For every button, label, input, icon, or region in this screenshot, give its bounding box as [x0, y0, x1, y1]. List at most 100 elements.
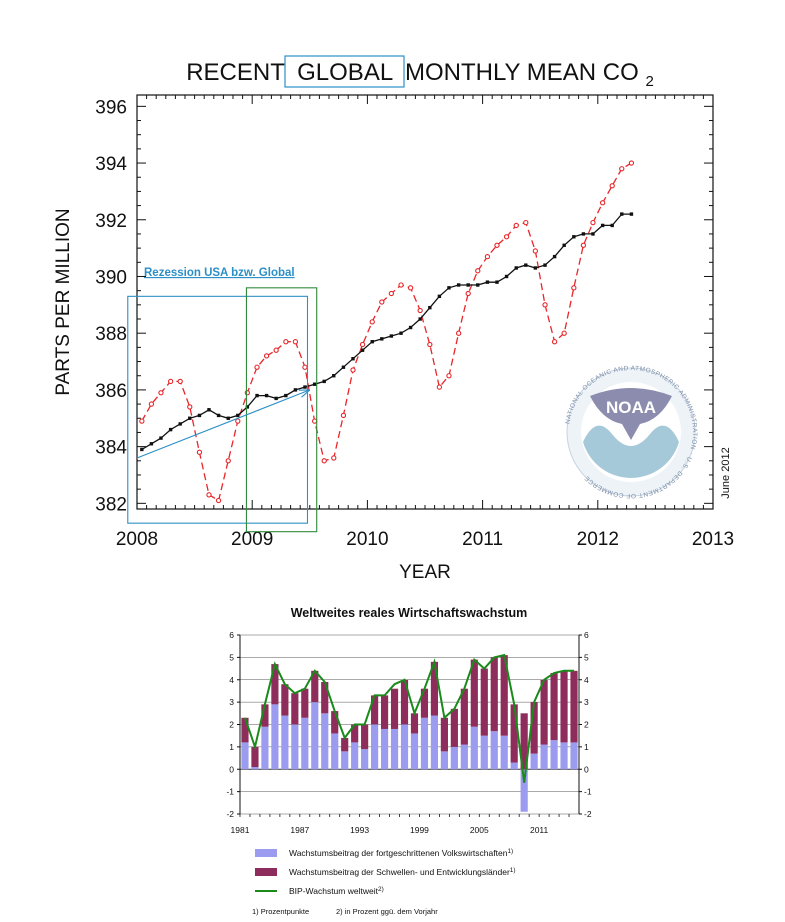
- gdp-bar-advanced: [530, 753, 538, 770]
- gdp-bar-advanced: [241, 742, 249, 770]
- gdp-bars: [241, 655, 578, 812]
- co2-x-tick-label: 2013: [692, 529, 734, 550]
- gdp-bar-emerging: [410, 713, 419, 734]
- gdp-bar-advanced: [460, 744, 468, 770]
- co2-trend-point: [437, 294, 442, 299]
- co2-monthly-point: [225, 458, 231, 464]
- legend-swatch-advanced: [255, 849, 277, 857]
- co2-y-tick-labels: 382 384 386 388 390 392 394 396: [95, 97, 127, 515]
- legend-sup-advanced: 1): [507, 848, 513, 855]
- gdp-bar-emerging: [341, 737, 349, 752]
- co2-monthly-point: [196, 449, 203, 455]
- gdp-bar-advanced: [560, 742, 568, 770]
- gdp-bar-emerging: [361, 724, 369, 750]
- co2-monthly-point: [206, 492, 212, 498]
- co2-trend-point: [524, 263, 528, 267]
- gdp-bar-emerging: [371, 695, 379, 725]
- gdp-bar-emerging: [291, 693, 299, 725]
- gdp-bar-advanced: [420, 717, 429, 770]
- co2-trend-point: [351, 357, 355, 361]
- gdp-y-tick-label-right: 4: [584, 675, 589, 685]
- co2-trend-point: [293, 388, 298, 392]
- co2-y-tick-label: 396: [95, 97, 127, 118]
- gdp-bar-advanced: [500, 735, 508, 770]
- gdp-y-tick-label-right: 3: [584, 697, 589, 707]
- recession-annotation: Rezession USA bzw. Global: [144, 267, 295, 279]
- gdp-y-tick-label-left: 0: [229, 764, 234, 774]
- co2-trend-point: [274, 396, 278, 401]
- co2-trend-point: [370, 339, 374, 344]
- gdp-bar-emerging: [510, 704, 518, 763]
- gdp-world-line: [244, 653, 574, 783]
- co2-trend-point: [197, 413, 202, 418]
- co2-trend-point: [226, 416, 230, 420]
- co2-trend-point: [552, 254, 557, 259]
- co2-monthly-point: [254, 364, 260, 370]
- co2-monthly-point: [609, 183, 615, 189]
- noaa-logo-text: NOAA: [606, 398, 656, 417]
- co2-x-tick-label: 2010: [346, 529, 388, 550]
- gdp-bar-emerging: [271, 664, 279, 705]
- gdp-bar-advanced: [311, 702, 319, 770]
- gdp-y-tick-label-left: 1: [229, 742, 234, 752]
- co2-y-tick-label: 392: [95, 211, 127, 232]
- co2-trend-point: [389, 334, 394, 338]
- co2-monthly-point: [167, 378, 174, 385]
- co2-trend-point: [581, 232, 586, 236]
- co2-trend-point: [188, 416, 192, 420]
- co2-trend-point: [543, 263, 547, 267]
- co2-trend-point: [591, 232, 595, 236]
- gdp-y-tick-label-left: 6: [229, 630, 234, 640]
- co2-trend-point: [418, 317, 422, 321]
- co2-x-tick-labels: 2008 2009 2010 2011 2012 2013: [116, 529, 734, 550]
- co2-monthly-point: [263, 353, 270, 359]
- gdp-bar-advanced: [470, 726, 478, 770]
- gdp-bar-advanced: [351, 742, 359, 770]
- co2-monthly-line: [141, 162, 632, 502]
- co2-monthly-point: [215, 497, 222, 504]
- gdp-bar-emerging: [331, 711, 339, 734]
- gdp-bar-advanced: [251, 767, 259, 770]
- co2-title-suffix: MONTHLY MEAN CO: [405, 59, 639, 86]
- co2-title-highlight: GLOBAL: [297, 59, 393, 86]
- co2-monthly-point: [283, 339, 289, 345]
- gdp-bar-emerging: [420, 688, 429, 718]
- co2-monthly-point: [292, 339, 299, 345]
- gdp-x-tick-label: 1993: [350, 825, 369, 835]
- gdp-bar-emerging: [490, 657, 498, 732]
- co2-trend-point: [408, 325, 413, 330]
- co2-monthly-point: [523, 219, 529, 226]
- co2-trend-point: [562, 243, 566, 247]
- gdp-bar-emerging: [251, 746, 259, 768]
- gdp-bar-emerging: [281, 684, 289, 716]
- co2-monthly-point: [628, 160, 635, 166]
- gdp-bar-emerging: [530, 702, 538, 754]
- gdp-bar-emerging: [540, 679, 548, 745]
- gdp-y-tick-label-right: 1: [584, 742, 589, 752]
- co2-trend-point: [629, 212, 634, 216]
- co2-recession-overlays: [127, 287, 318, 533]
- gdp-footnote-1: 1) Prozentpunkte: [252, 907, 309, 916]
- co2-trend-point: [456, 283, 461, 287]
- gdp-bar-emerging: [311, 670, 319, 703]
- co2-trend-point: [428, 305, 432, 310]
- noaa-logo-gull: [590, 388, 672, 440]
- co2-monthly-point: [158, 390, 164, 396]
- co2-trend-point: [466, 283, 470, 287]
- co2-trend-point: [149, 442, 154, 446]
- gdp-bar-emerging: [241, 717, 249, 743]
- gdp-bar-emerging: [480, 668, 488, 736]
- gdp-bar-advanced: [510, 762, 518, 770]
- gdp-bar-advanced: [440, 751, 448, 770]
- legend-label-world: BIP-Wachstum weltweit2): [289, 886, 384, 896]
- legend-label-advanced: Wachstumsbeitrag der fortgeschrittenen V…: [289, 848, 513, 858]
- co2-monthly-point: [388, 290, 395, 297]
- co2-monthly-point: [455, 330, 462, 336]
- legend-sup-emerging: 1): [510, 867, 516, 874]
- co2-monthly-point: [139, 418, 145, 424]
- co2-monthly-point: [407, 285, 414, 291]
- co2-monthly-point: [148, 401, 155, 407]
- gdp-bar-advanced: [331, 733, 339, 770]
- gdp-y-tick-label-left: 5: [229, 652, 234, 662]
- gdp-bar-emerging: [450, 708, 458, 747]
